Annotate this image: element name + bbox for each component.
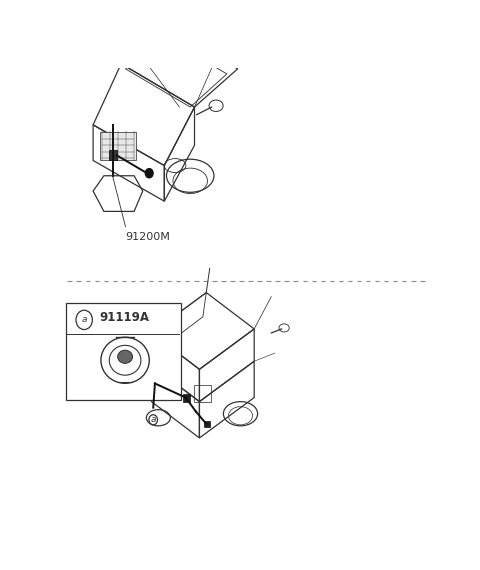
FancyBboxPatch shape (109, 150, 117, 160)
FancyBboxPatch shape (66, 303, 181, 400)
Ellipse shape (118, 350, 132, 363)
FancyBboxPatch shape (183, 393, 191, 402)
Polygon shape (99, 132, 136, 161)
Text: a: a (82, 315, 87, 324)
Text: 91119A: 91119A (99, 311, 149, 324)
FancyBboxPatch shape (204, 421, 210, 427)
Text: a: a (150, 416, 156, 424)
Circle shape (145, 169, 153, 178)
Text: 91200M: 91200M (125, 232, 170, 242)
